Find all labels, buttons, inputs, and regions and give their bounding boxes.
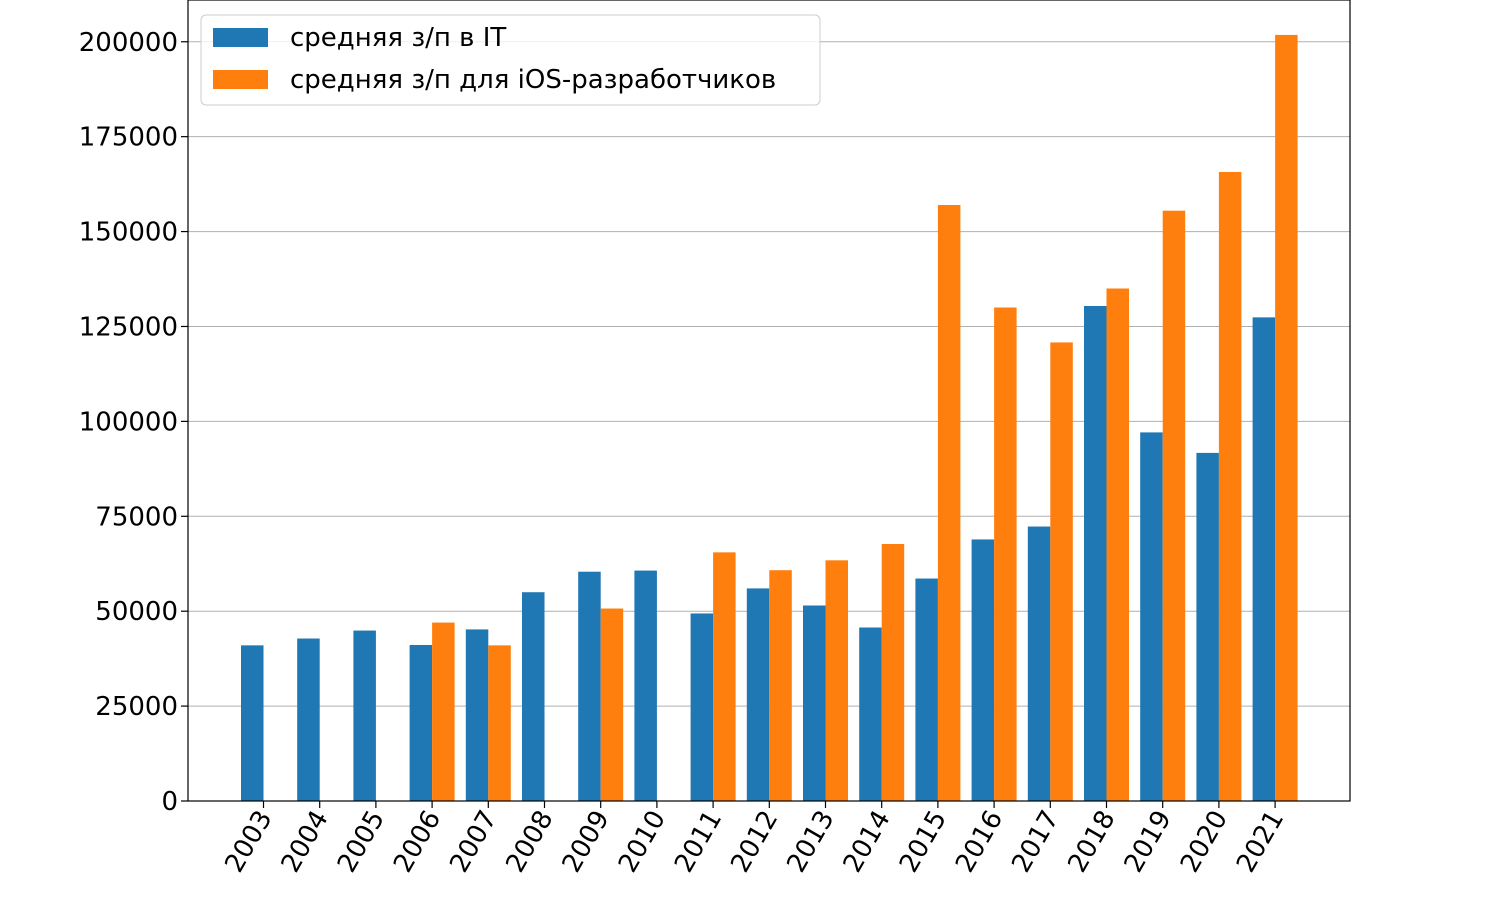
bar-it-2020 [1196,452,1219,801]
x-axis: 2003200420052006200720082009201020112012… [219,801,1290,878]
bar-ios-2012 [769,570,792,801]
bar-ios-2020 [1218,171,1242,801]
x-tick-label-2020: 2020 [1175,806,1234,878]
bar-it-2013 [803,605,826,801]
y-tick-label-50000: 50000 [95,597,178,627]
x-tick-label-2006: 2006 [388,806,447,878]
bar-ios-2007 [488,645,511,801]
y-tick-label-150000: 150000 [79,218,178,248]
x-tick-label-2010: 2010 [613,806,672,878]
bar-it-2003 [241,645,264,801]
x-tick-label-2013: 2013 [781,806,840,878]
bar-ios-2017 [1050,342,1073,801]
bar-ios-2009 [600,608,624,801]
x-tick-label-2021: 2021 [1231,806,1290,878]
bar-it-2010 [634,570,657,801]
legend-label-it: средняя з/п в IT [290,23,506,53]
legend-label-ios: средняя з/п для iOS-разработчиков [290,65,776,95]
x-tick-label-2004: 2004 [276,806,335,878]
x-tick-label-2007: 2007 [444,806,503,878]
bar-it-2008 [522,592,545,801]
y-tick-label-25000: 25000 [95,692,178,722]
y-tick-label-200000: 200000 [79,28,178,58]
bar-it-2019 [1140,432,1163,801]
x-tick-label-2014: 2014 [838,806,897,878]
bar-ios-2011 [713,552,736,801]
legend-swatch-it [213,28,268,47]
bars [241,34,1298,802]
bar-it-2011 [690,613,714,801]
x-tick-label-2005: 2005 [332,806,391,878]
y-tick-label-0: 0 [161,787,178,817]
x-tick-label-2019: 2019 [1119,806,1178,878]
y-tick-label-75000: 75000 [95,502,178,532]
bar-it-2005 [353,630,376,801]
legend-box [200,14,821,106]
x-tick-label-2011: 2011 [669,806,728,878]
bar-it-2018 [1084,305,1107,801]
gridlines [188,41,1350,707]
bar-ios-2019 [1162,210,1186,801]
x-tick-label-2017: 2017 [1006,806,1065,878]
y-tick-label-175000: 175000 [79,123,178,153]
y-axis: 0 25000 50000 75000 100000 125000 150000 175000… [79,28,188,817]
bar-ios-2016 [994,307,1017,801]
bar-ios-2013 [825,560,848,801]
bar-it-2006 [409,644,433,801]
x-tick-label-2008: 2008 [500,806,559,878]
x-tick-label-2018: 2018 [1062,806,1121,878]
bar-it-2017 [1027,526,1051,801]
y-tick-label-125000: 125000 [79,312,178,342]
bar-it-2016 [971,539,995,801]
bar-ios-2021 [1275,34,1298,802]
x-tick-label-2012: 2012 [725,806,784,878]
bar-it-2015 [915,578,938,801]
bar-it-2021 [1252,317,1276,801]
bar-it-2007 [465,629,489,801]
x-tick-label-2003: 2003 [219,806,278,878]
bar-ios-2006 [432,622,455,801]
legend-swatch-ios [213,70,268,89]
bar-ios-2018 [1106,288,1129,801]
bar-it-2012 [746,588,770,801]
bar-ios-2015 [937,204,961,802]
x-tick-label-2015: 2015 [894,806,953,878]
bar-it-2014 [859,627,882,801]
bar-it-2004 [297,638,320,801]
x-tick-label-2009: 2009 [557,806,616,878]
bar-ios-2014 [881,543,905,801]
legend: средняя з/п в IT средняя з/п для iOS-раз… [200,14,821,106]
y-tick-label-100000: 100000 [79,407,178,437]
x-tick-label-2016: 2016 [950,806,1009,878]
bar-it-2009 [578,571,601,801]
